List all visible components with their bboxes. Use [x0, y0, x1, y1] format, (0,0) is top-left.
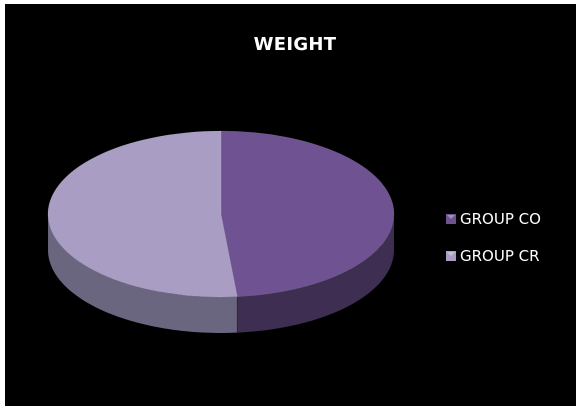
pie-sides: [48, 214, 394, 333]
pie-side-group-co: [237, 214, 394, 333]
pie-slice-group-cr: [47, 130, 238, 298]
pie-slice-group-co: [220, 130, 395, 297]
legend-label-group-cr: GROUP CR: [460, 247, 540, 265]
legend-item-group-cr: GROUP CR: [446, 245, 541, 267]
chart-title: WEIGHT: [253, 34, 337, 55]
pie-tops: [47, 130, 395, 298]
legend-swatch-group-cr: [446, 251, 456, 261]
pie-side-group-cr: [48, 215, 238, 333]
legend-item-group-co: GROUP CO: [446, 208, 541, 230]
legend: GROUP CO GROUP CR: [446, 208, 541, 282]
legend-label-group-co: GROUP CO: [460, 210, 541, 228]
legend-swatch-group-co: [446, 214, 456, 224]
